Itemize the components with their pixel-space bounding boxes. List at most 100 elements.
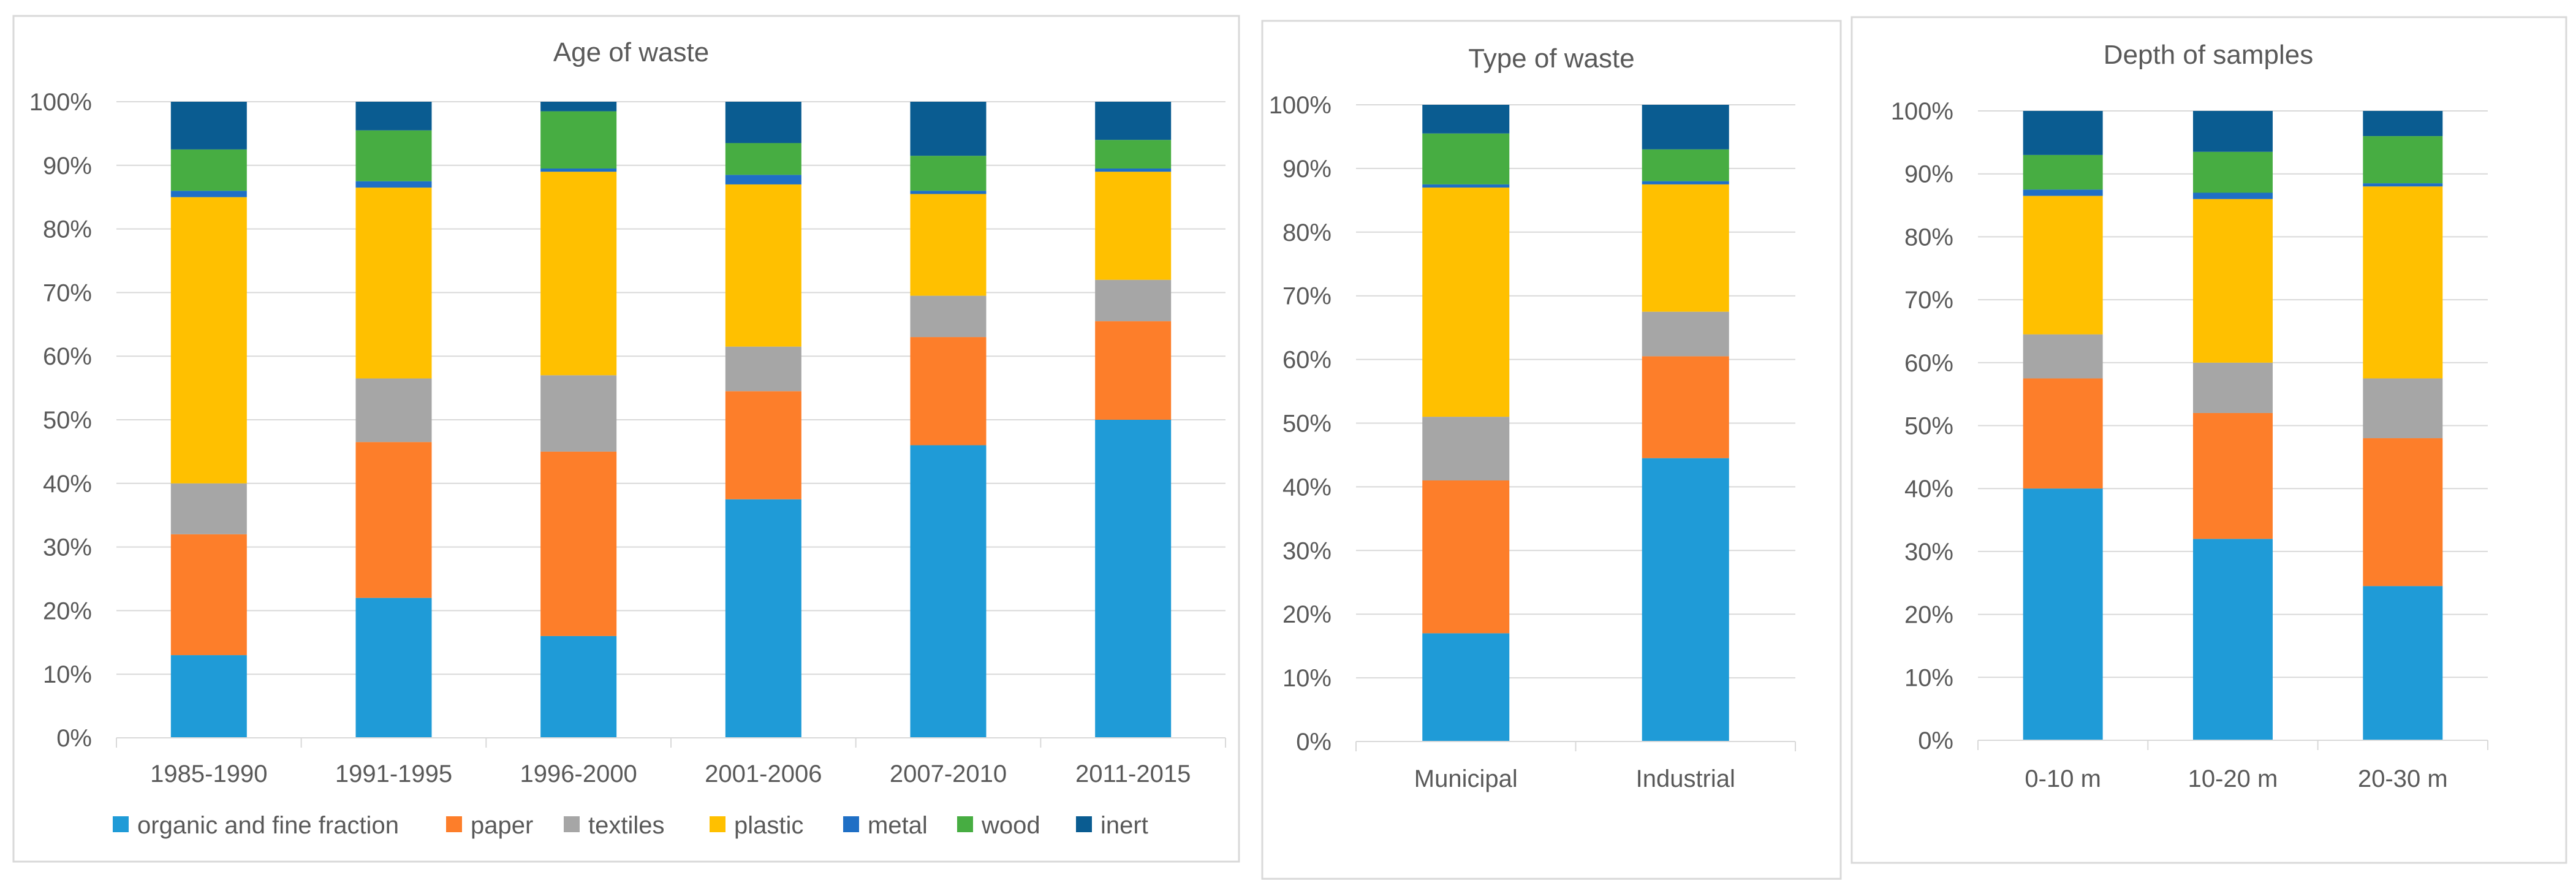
bar-segment [1642, 184, 1729, 312]
y-tick-label: 90% [1282, 156, 1332, 183]
y-tick-label: 30% [43, 534, 92, 561]
plot-area: 0% 10% 20% 30% 40% 50% 60% 70% 80% 90% 100% Municip… [1269, 92, 1796, 792]
x-tick-label: 1996-2000 [520, 761, 637, 787]
legend-item-organic: organic and fine fraction [113, 812, 399, 839]
bar-segment [1422, 184, 1510, 188]
chart-depth-of-samples: Depth of samples 0% 10% 20% 30% 40% 50% 60% 70%… [1851, 16, 2567, 864]
bar-segment [725, 143, 801, 175]
bar-segment [170, 149, 247, 191]
bar-segment [1095, 279, 1172, 322]
y-tick-label: 0% [1918, 727, 1953, 754]
y-tick-label: 60% [1282, 347, 1332, 374]
bar-segment [2363, 186, 2443, 379]
legend-swatch [1076, 816, 1092, 832]
bar-segment [1095, 102, 1172, 140]
bar-segment [910, 445, 987, 738]
bar-segment [2363, 586, 2443, 740]
bar-segment [170, 483, 247, 534]
legend: organic and fine fraction paper textiles… [113, 812, 1148, 839]
legend-swatch [564, 816, 580, 832]
bar-segment [540, 172, 617, 376]
x-tick-label: 2011-2015 [1075, 761, 1191, 787]
bar-segment [355, 597, 432, 738]
legend-label: organic and fine fraction [137, 812, 399, 839]
bar-segment [2193, 151, 2273, 193]
bar-segment [910, 337, 987, 446]
legend-label: metal [868, 812, 928, 839]
bar-segment [725, 391, 801, 499]
bar-segment [355, 102, 432, 131]
bar-segment [2023, 154, 2103, 190]
y-tick-label: 0% [56, 725, 92, 752]
y-tick-label: 40% [1282, 474, 1332, 501]
x-tick-label: 1991-1995 [335, 761, 452, 787]
bar-segment [355, 181, 432, 188]
y-tick-label: 10% [1282, 665, 1332, 692]
bar-segment [1422, 417, 1510, 481]
bar-segment [1095, 420, 1172, 738]
bar-segment [170, 102, 247, 150]
bar-segment [1642, 356, 1729, 458]
bar-segment [2193, 362, 2273, 413]
bar-segment [910, 191, 987, 194]
bar-segment [725, 184, 801, 347]
bar-segment [540, 102, 617, 112]
legend-item-inert: inert [1076, 812, 1148, 839]
legend-swatch [446, 816, 462, 832]
bar-segment [1422, 188, 1510, 417]
bar-segment [1422, 133, 1510, 184]
legend-label: inert [1100, 812, 1148, 839]
legend-label: textiles [588, 812, 665, 839]
bar-segment [910, 295, 987, 338]
y-tick-label: 20% [1282, 601, 1332, 628]
legend-item-metal: metal [843, 812, 928, 839]
bar-segment [1422, 633, 1510, 742]
bar-segment [170, 197, 247, 484]
bar-segment [910, 102, 987, 156]
bar-segment [1095, 168, 1172, 172]
y-tick-label: 40% [43, 471, 92, 498]
bar-segment [2193, 192, 2273, 199]
bar-segment [2363, 378, 2443, 439]
y-tick-label: 30% [1282, 537, 1332, 564]
bar-segment [355, 378, 432, 442]
bar-segment [355, 442, 432, 598]
y-tick-label: 10% [43, 661, 92, 688]
bar-segment [910, 156, 987, 191]
legend-item-wood: wood [957, 812, 1040, 839]
y-tick-label: 20% [43, 597, 92, 624]
bar-segment [725, 499, 801, 738]
bar-segment [2363, 438, 2443, 586]
y-tick-label: 70% [43, 279, 92, 306]
bar-segment [355, 130, 432, 181]
y-tick-label: 90% [43, 153, 92, 180]
bar-segment [540, 451, 617, 636]
bar-segment [725, 175, 801, 184]
chart-title: Age of waste [553, 37, 709, 67]
bar-segment [2023, 189, 2103, 196]
legend-swatch [113, 816, 129, 832]
chart-title: Type of waste [1468, 44, 1634, 74]
y-tick-label: 80% [43, 216, 92, 243]
legend-swatch [843, 816, 859, 832]
legend-swatch [710, 816, 725, 832]
bar-segment [540, 111, 617, 169]
plot-area: 0% 10% 20% 30% 40% 50% 60% 70% 80% 90% 100% 0-10 m 1… [1891, 98, 2488, 792]
y-tick-label: 0% [1296, 729, 1332, 756]
y-tick-label: 80% [1904, 224, 1953, 251]
bar-segment [725, 346, 801, 392]
bar-segment [2023, 378, 2103, 489]
bar-segment [1095, 321, 1172, 420]
legend-item-textiles: textiles [564, 812, 665, 839]
bar-segment [1642, 311, 1729, 357]
bar-segment [355, 188, 432, 379]
x-tick-label: 10-20 m [2188, 765, 2278, 792]
legend-item-plastic: plastic [710, 812, 803, 839]
chart-type-of-waste: Type of waste 0% 10% 20% 30% 40% 50% 60% 70% 80%… [1261, 20, 1842, 880]
legend-label: paper [471, 812, 533, 839]
y-tick-label: 30% [1904, 539, 1953, 566]
y-tick-label: 90% [1904, 161, 1953, 188]
x-tick-label: 2001-2006 [705, 761, 822, 787]
plot-area: 0% 10% 20% 30% 40% 50% 60% 70% 80% 90% 100% 1985-19… [29, 89, 1226, 787]
